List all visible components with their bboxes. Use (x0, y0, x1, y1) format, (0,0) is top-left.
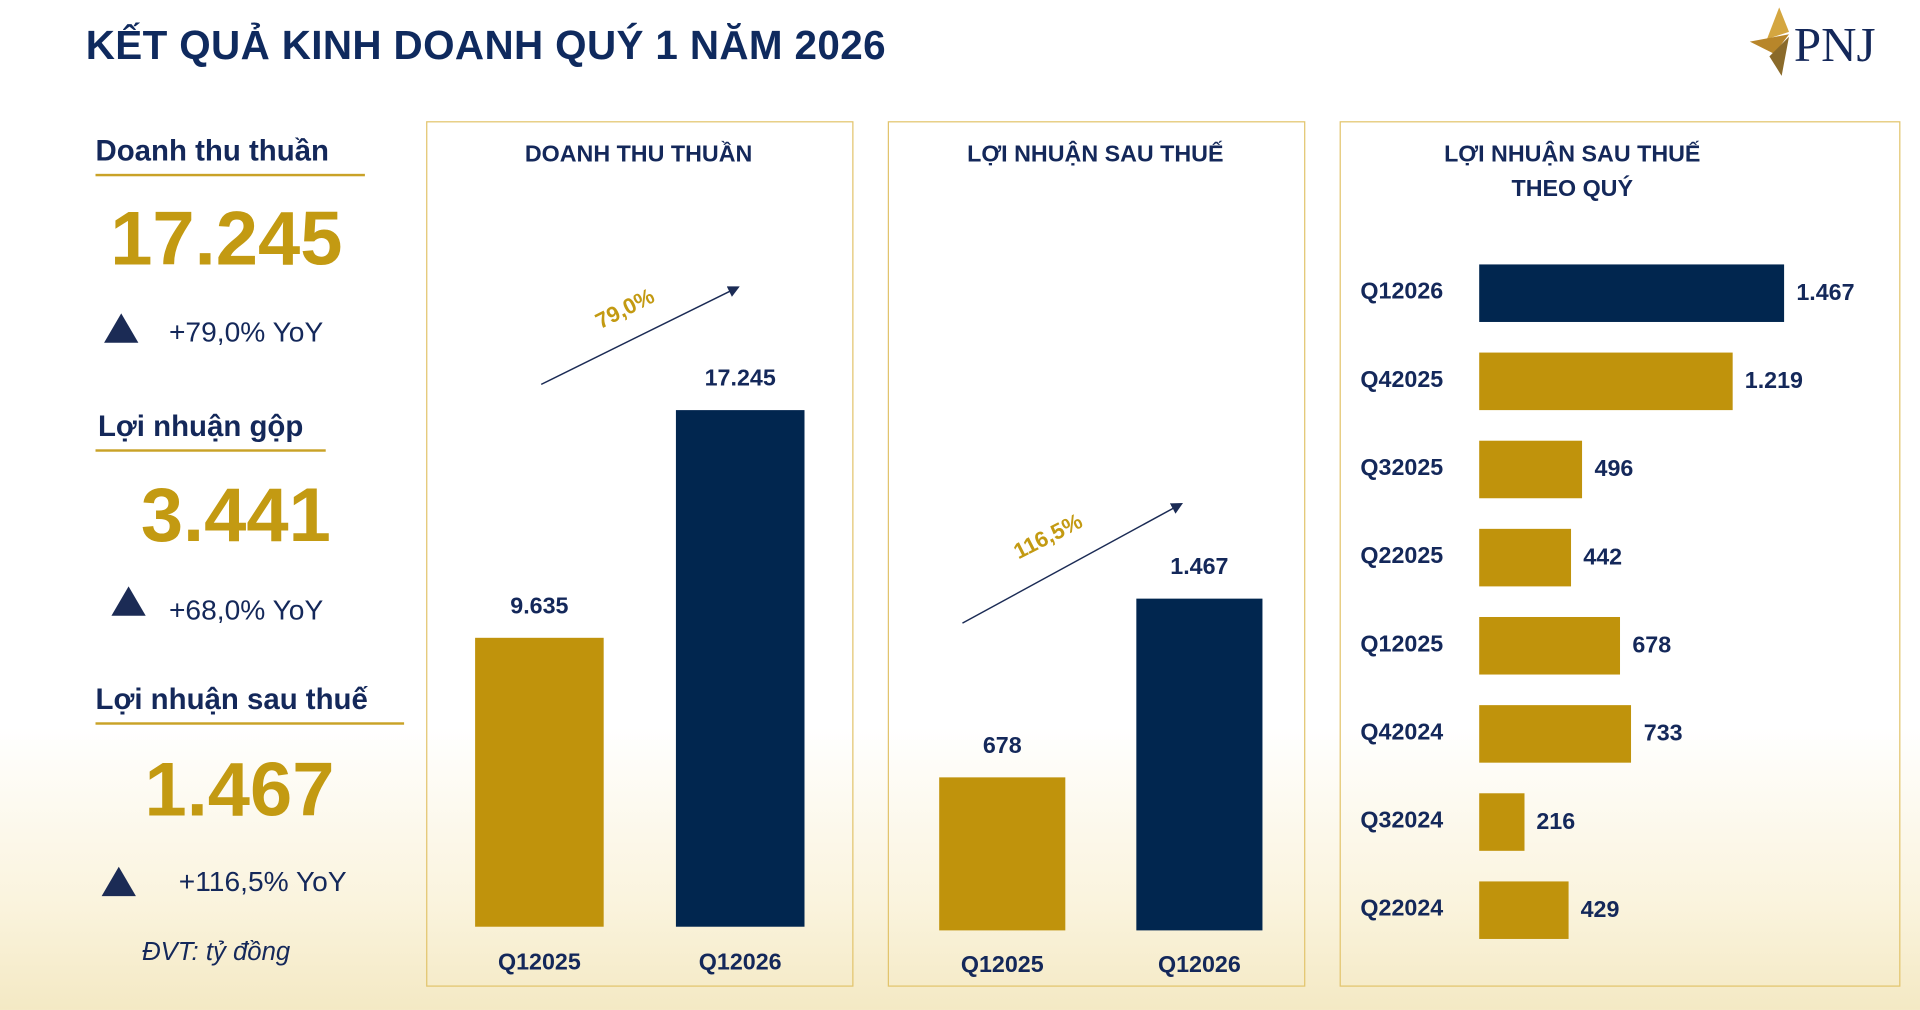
x-tick-label: Q12026 (698, 949, 782, 976)
y-tick-label: Q22024 (1360, 896, 1444, 922)
y-tick-label: Q32024 (1360, 807, 1444, 834)
kpi-revenue-change: +79,0% YoY (168, 315, 324, 348)
bar-value-label: 17.245 (704, 366, 776, 392)
hbar-q12025 (1479, 616, 1621, 675)
kpi-net-profit-label: Lợi nhuận sau thuế (95, 683, 368, 717)
up-triangle-icon (111, 586, 146, 616)
hbar-q22025 (1479, 528, 1572, 587)
up-triangle-icon (101, 866, 136, 897)
x-tick-label: Q12025 (497, 949, 581, 976)
net-profit-growth-arrow (962, 502, 1183, 624)
hbar-q12026 (1479, 264, 1785, 322)
bar-q12026 (675, 410, 805, 927)
bar-value-label: 442 (1583, 544, 1623, 571)
y-tick-label: Q12025 (1360, 631, 1444, 658)
bar-q12025 (939, 777, 1066, 931)
y-tick-label: Q12026 (1360, 279, 1444, 305)
divider (95, 722, 405, 725)
y-tick-label: Q22025 (1360, 543, 1444, 570)
kpi-gross-profit-label: Lợi nhuận gộp (97, 410, 304, 444)
y-tick-label: Q32025 (1360, 455, 1444, 482)
quarterly-chart-title-line2: THEO QUÝ (1511, 176, 1634, 202)
page-title: KẾT QUẢ KINH DOANH QUÝ 1 NĂM 2026 (85, 22, 886, 68)
bar-value-label: 678 (1632, 632, 1672, 659)
revenue-chart-panel (426, 121, 854, 987)
revenue-chart-title: DOANH THU THUẦN (524, 142, 753, 168)
unit-note: ĐVT: tỷ đồng (142, 937, 291, 966)
kpi-gross-profit-value: 3.441 (140, 473, 331, 559)
bar-value-label: 733 (1643, 721, 1683, 747)
hbar-q32025 (1479, 440, 1583, 499)
bar-value-label: 1.467 (1796, 280, 1855, 307)
divider (95, 449, 326, 452)
bar-value-label: 429 (1580, 897, 1620, 924)
hbar-q42024 (1479, 705, 1632, 763)
x-tick-label: Q12026 (1157, 952, 1241, 979)
bar-value-label: 1.219 (1744, 368, 1803, 395)
up-triangle-icon (104, 313, 139, 343)
kpi-gross-profit-change: +68,0% YoY (168, 593, 324, 626)
bar-q12026 (1136, 598, 1263, 931)
bar-value-label: 216 (1536, 809, 1576, 835)
x-tick-label: Q12025 (960, 952, 1044, 979)
hbar-q32024 (1479, 793, 1525, 851)
pnj-logo-icon: PNJ (1749, 7, 1876, 76)
kpi-revenue-label: Doanh thu thuần (95, 134, 329, 168)
kpi-net-profit-value: 1.467 (144, 747, 335, 833)
logo-text: PNJ (1794, 17, 1876, 72)
quarterly-chart-title-line1: LỢI NHUẬN SAU THUẾ (1444, 142, 1701, 168)
y-tick-label: Q42024 (1360, 719, 1444, 746)
kpi-net-profit-change: +116,5% YoY (178, 865, 347, 898)
quarterly-chart-panel (1339, 121, 1901, 987)
revenue-growth-arrow (540, 286, 740, 386)
y-tick-label: Q42025 (1360, 367, 1444, 393)
kpi-revenue-value: 17.245 (110, 197, 343, 282)
divider (95, 173, 365, 177)
bar-value-label: 1.467 (1170, 554, 1229, 581)
hbar-q22024 (1479, 881, 1569, 939)
pnj-logo: PNJ (1745, 5, 1916, 78)
net-profit-chart-title: LỢI NHUẬN SAU THUẾ (967, 142, 1224, 168)
bar-value-label: 496 (1594, 456, 1634, 483)
net-profit-chart-panel (887, 121, 1306, 987)
bar-value-label: 678 (982, 732, 1022, 759)
hbar-q42025 (1479, 352, 1733, 411)
bar-q12025 (475, 638, 604, 927)
bar-value-label: 9.635 (510, 594, 569, 620)
